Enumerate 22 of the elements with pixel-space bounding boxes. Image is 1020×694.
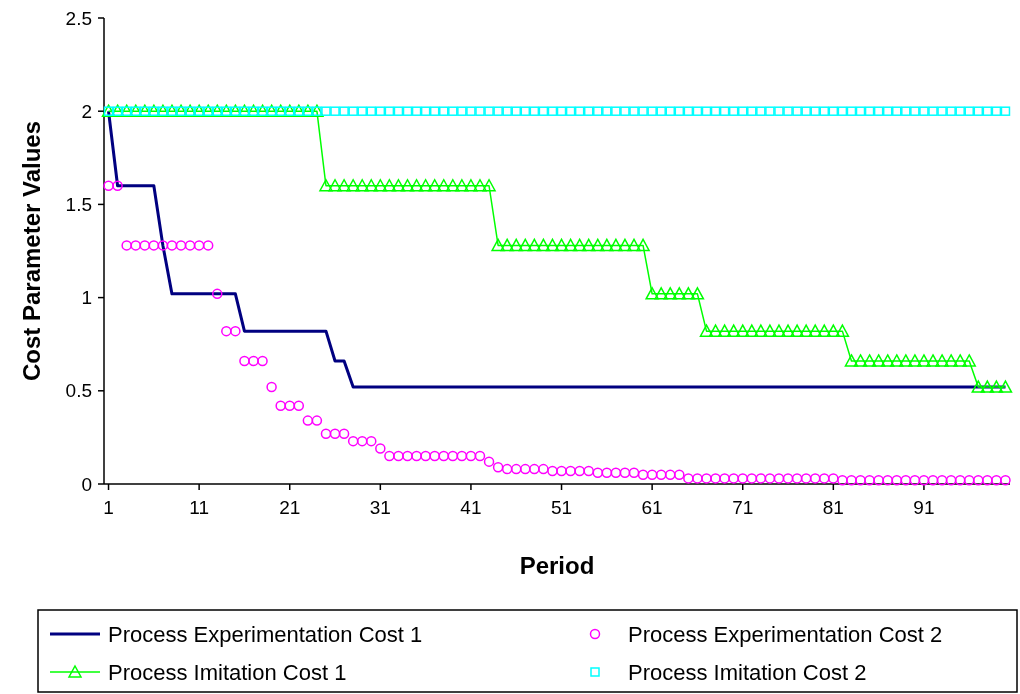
x-tick-label: 1 (103, 497, 114, 518)
y-tick-label: 1.5 (65, 194, 92, 216)
x-tick-label: 51 (550, 497, 573, 518)
x-tick-label: 81 (822, 497, 844, 518)
x-tick-label: 71 (732, 497, 754, 518)
x-tick-label: 11 (189, 497, 209, 518)
x-tick-label: 41 (460, 497, 482, 518)
x-tick-label: 61 (641, 497, 663, 518)
legend-label: Process Imitation Cost 1 (108, 659, 347, 685)
y-tick-label: 2.5 (65, 7, 92, 29)
x-tick-label: 31 (369, 497, 391, 518)
x-tick-label: 21 (279, 497, 301, 518)
legend-label: Process Experimentation Cost 2 (628, 621, 943, 647)
legend-label: Process Imitation Cost 2 (628, 659, 867, 685)
y-axis-title: Cost Parameter Values (18, 120, 45, 382)
legend-label: Process Experimentation Cost 1 (108, 621, 423, 647)
y-tick-label: 2 (81, 100, 92, 122)
y-tick-label: 0.5 (65, 380, 92, 402)
y-tick-label: 1 (81, 287, 92, 309)
x-tick-label: 91 (913, 497, 935, 518)
y-tick-label: 0 (81, 473, 92, 495)
x-axis-title: Period (519, 552, 595, 579)
